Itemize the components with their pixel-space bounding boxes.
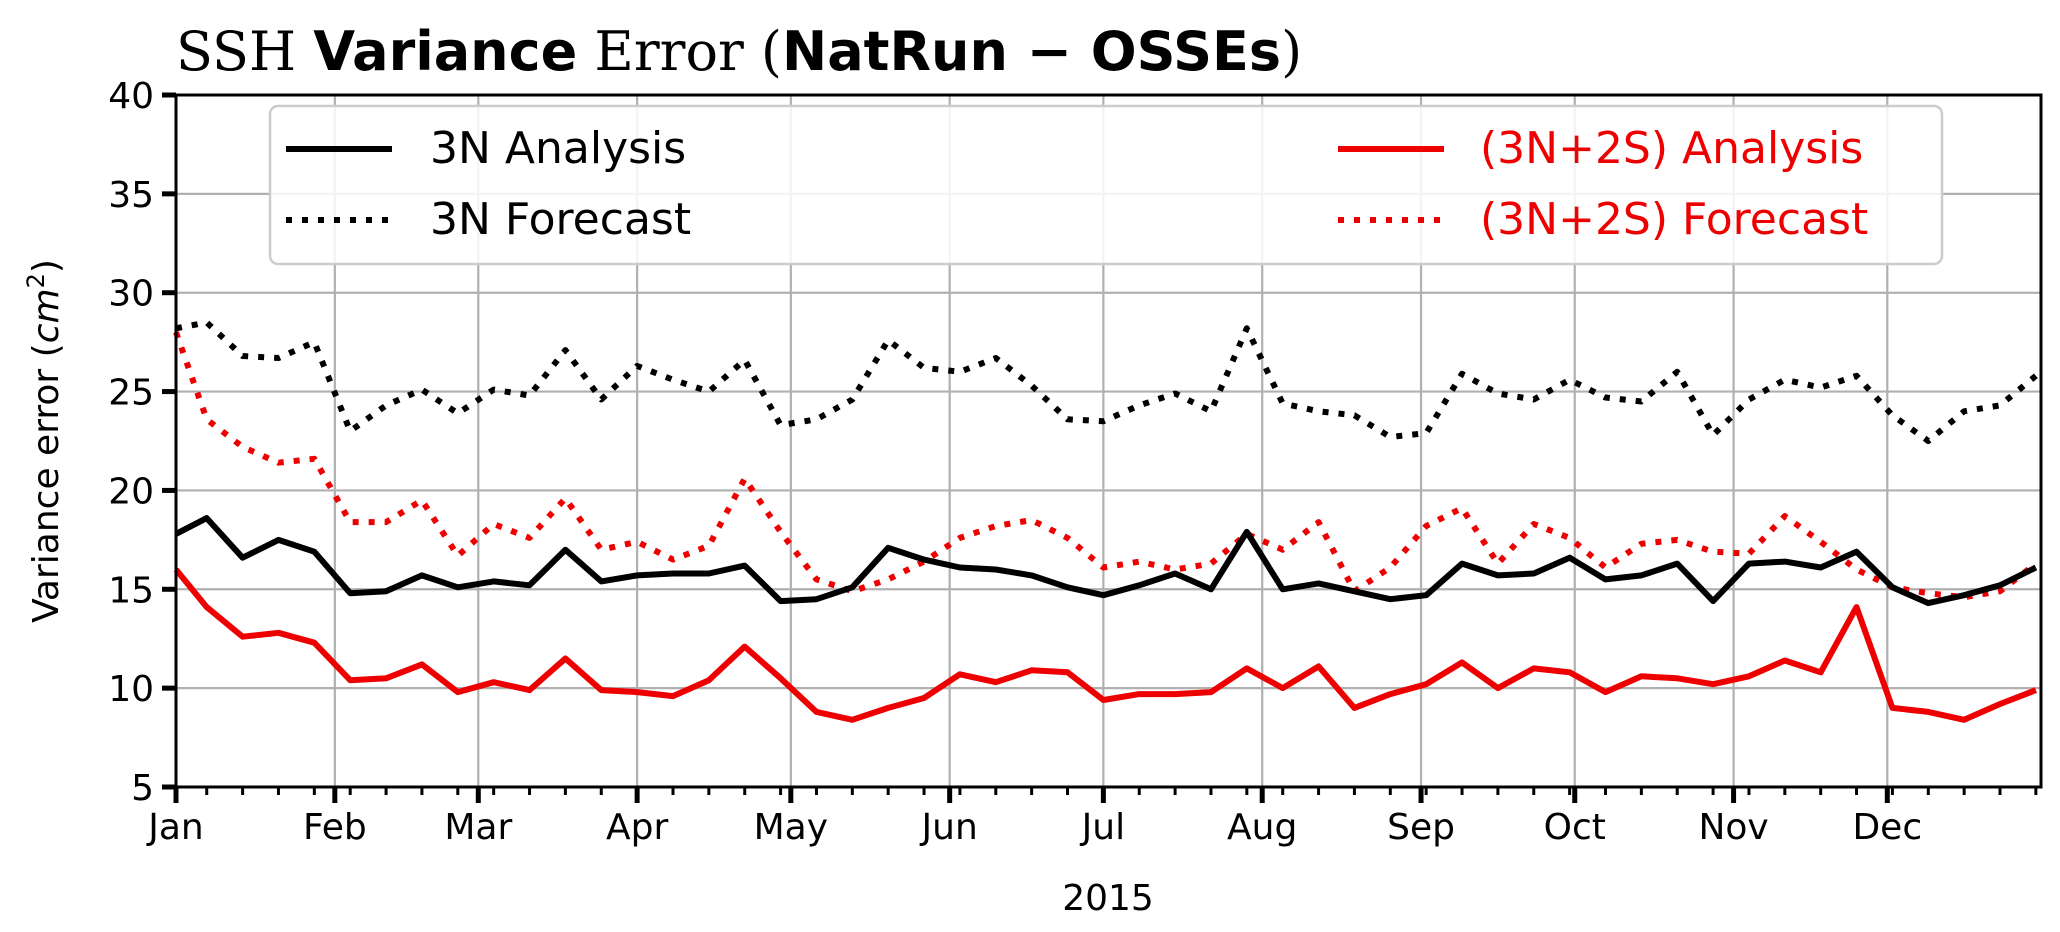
title-part-1: SSH xyxy=(176,20,313,83)
x-axis-label: 2015 xyxy=(1062,878,1154,919)
y-tick-label: 25 xyxy=(108,373,154,414)
chart-title: SSH Variance Error (NatRun − OSSEs) xyxy=(176,20,1302,83)
tick-labels: 5 10 15 20 25 30 35 40 Jan Feb Mar Apr May Jun Jul Aug S… xyxy=(108,76,1922,848)
x-tick-label: Oct xyxy=(1544,807,1606,848)
x-tick-label: May xyxy=(754,807,828,848)
legend: 3N Analysis 3N Forecast (3N+2S) Analysis… xyxy=(268,104,1944,266)
y-axis-label-unit: cm xyxy=(26,288,67,343)
y-tick-label: 35 xyxy=(108,175,154,216)
y-axis-label-text: Variance error ( xyxy=(26,343,67,623)
x-tick-label: Jan xyxy=(146,807,204,848)
y-tick-label: 20 xyxy=(108,471,154,512)
x-tick-label: Dec xyxy=(1852,807,1922,848)
x-tick-label: Apr xyxy=(606,807,668,848)
series-line-2 xyxy=(173,567,2037,723)
x-tick-label: Sep xyxy=(1387,807,1455,848)
ticks xyxy=(162,92,2038,803)
y-tick-label: 30 xyxy=(108,274,154,315)
y-tick-label: 40 xyxy=(108,76,154,117)
x-tick-label: Feb xyxy=(303,807,367,848)
plot-frame xyxy=(174,93,2043,789)
x-tick-label: Nov xyxy=(1698,807,1768,848)
legend-label-3n2s-analysis: (3N+2S) Analysis xyxy=(1480,123,1863,174)
x-tick-label: Jun xyxy=(920,807,978,848)
series-line-3 xyxy=(173,331,2038,601)
y-tick-label: 10 xyxy=(108,669,154,710)
y-axis-label-close: ) xyxy=(26,259,67,273)
y-axis-label: Variance error (cm2) xyxy=(22,259,67,623)
legend-box xyxy=(268,104,1944,266)
y-tick-label: 5 xyxy=(131,768,154,809)
title-part-4: NatRun − OSSEs xyxy=(782,20,1281,83)
series-layer xyxy=(173,319,2038,723)
legend-label-3n-forecast: 3N Forecast xyxy=(430,194,691,245)
title-part-2: Variance xyxy=(313,20,577,83)
legend-label-3n-analysis: 3N Analysis xyxy=(430,123,686,174)
legend-label-3n2s-forecast: (3N+2S) Forecast xyxy=(1480,194,1868,245)
series-line-1 xyxy=(175,319,2038,444)
series-line-0 xyxy=(174,515,2038,607)
title-part-3: Error ( xyxy=(577,20,782,83)
x-tick-label: Jul xyxy=(1080,807,1125,848)
x-tick-label: Aug xyxy=(1227,807,1297,848)
y-axis-label-sup: 2 xyxy=(22,273,50,288)
x-tick-label: Mar xyxy=(444,807,512,848)
y-tick-label: 15 xyxy=(108,570,154,611)
title-part-5: ) xyxy=(1281,20,1302,83)
